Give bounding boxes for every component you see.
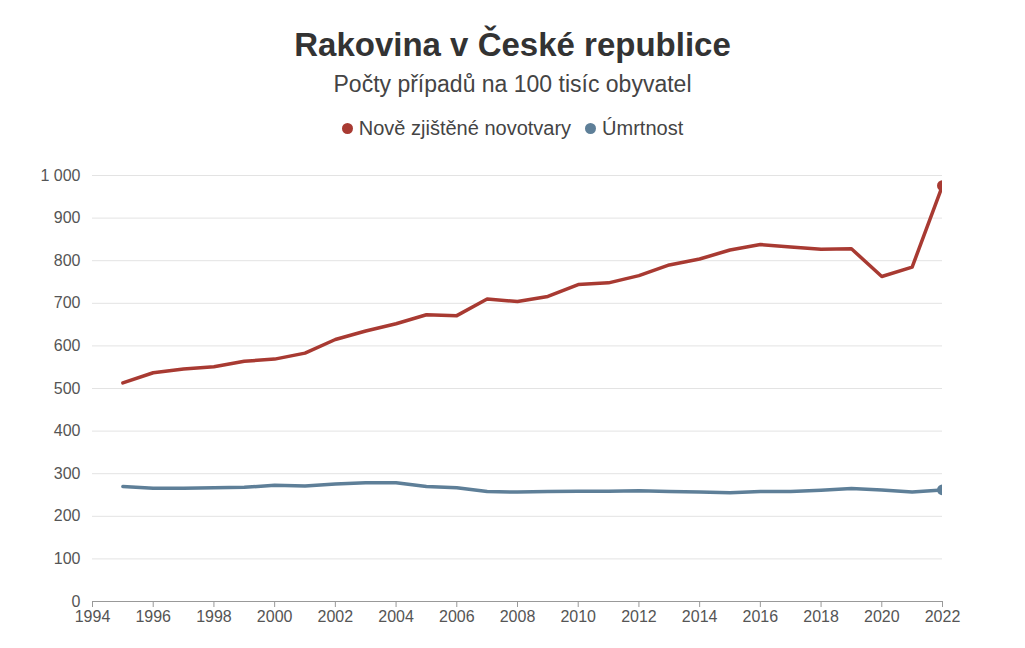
svg-text:2000: 2000 bbox=[257, 608, 293, 625]
svg-text:1998: 1998 bbox=[196, 608, 232, 625]
svg-text:200: 200 bbox=[54, 507, 81, 524]
html-text:Rakovina v České republice: Rakovina v České republice bbox=[294, 26, 731, 63]
html-text:Počty případů na 100 tisíc oby: Počty případů na 100 tisíc obyvatel bbox=[333, 71, 692, 97]
svg-text:400: 400 bbox=[54, 422, 81, 439]
html-text:Úmrtnost: Úmrtnost bbox=[602, 117, 684, 139]
svg-text:2002: 2002 bbox=[318, 608, 354, 625]
svg-text:2020: 2020 bbox=[864, 608, 900, 625]
svg-text:2006: 2006 bbox=[439, 608, 475, 625]
svg-text:500: 500 bbox=[54, 380, 81, 397]
svg-text:1 000: 1 000 bbox=[40, 167, 80, 184]
svg-text:2010: 2010 bbox=[560, 608, 596, 625]
svg-text:0: 0 bbox=[71, 592, 81, 610]
svg-text:600: 600 bbox=[54, 337, 81, 354]
svg-text:700: 700 bbox=[54, 294, 81, 311]
svg-text:1996: 1996 bbox=[135, 608, 171, 625]
svg-text:2012: 2012 bbox=[621, 608, 657, 625]
svg-text:1994: 1994 bbox=[75, 608, 111, 625]
html-text:Nově zjištěné novotvary: Nově zjištěné novotvary bbox=[358, 117, 572, 139]
svg-text:2018: 2018 bbox=[803, 608, 839, 625]
svg-text:2014: 2014 bbox=[682, 608, 718, 625]
svg-text:2022: 2022 bbox=[925, 608, 961, 625]
svg-text:2008: 2008 bbox=[500, 608, 536, 625]
svg-text:300: 300 bbox=[54, 465, 81, 482]
svg-text:100: 100 bbox=[54, 550, 81, 567]
svg-text:2016: 2016 bbox=[743, 608, 779, 625]
svg-text:900: 900 bbox=[54, 209, 81, 226]
svg-text:2004: 2004 bbox=[378, 608, 414, 625]
svg-text:800: 800 bbox=[54, 252, 81, 269]
